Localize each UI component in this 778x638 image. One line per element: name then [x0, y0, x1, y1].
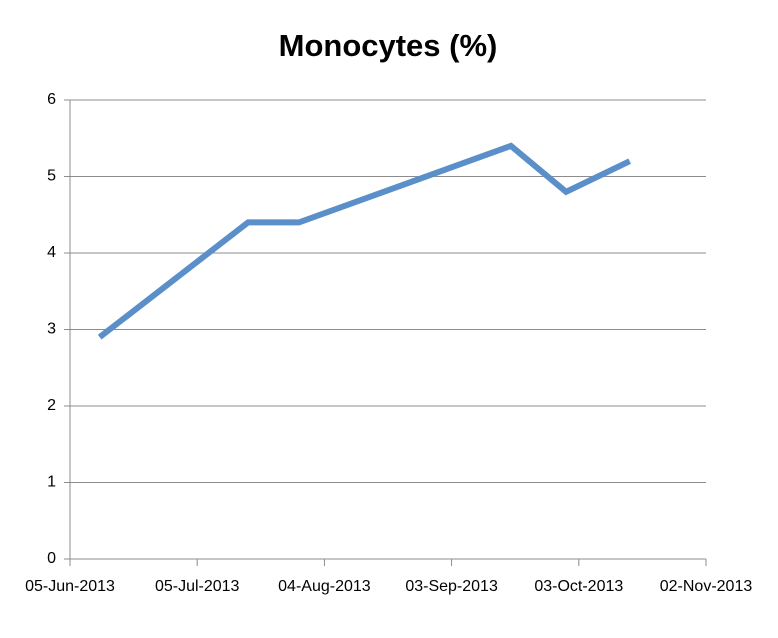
x-tick-label: 05-Jun-2013 [25, 578, 115, 595]
y-tick-label: 2 [47, 397, 56, 414]
x-tick-label: 03-Sep-2013 [405, 578, 498, 595]
y-tick-label: 3 [47, 321, 56, 338]
y-tick-label: 4 [47, 244, 56, 261]
y-tick-label: 0 [47, 550, 56, 567]
data-line [97, 142, 631, 340]
x-tick-label: 04-Aug-2013 [278, 578, 371, 595]
chart-title: Monocytes (%) [279, 28, 498, 63]
x-tick-label: 05-Jul-2013 [155, 578, 240, 595]
y-tick-label: 1 [47, 474, 56, 491]
y-tick-label: 6 [47, 91, 56, 108]
x-tick-label: 03-Oct-2013 [534, 578, 623, 595]
y-tick-label: 5 [47, 168, 56, 185]
x-tick-label: 02-Nov-2013 [660, 578, 753, 595]
